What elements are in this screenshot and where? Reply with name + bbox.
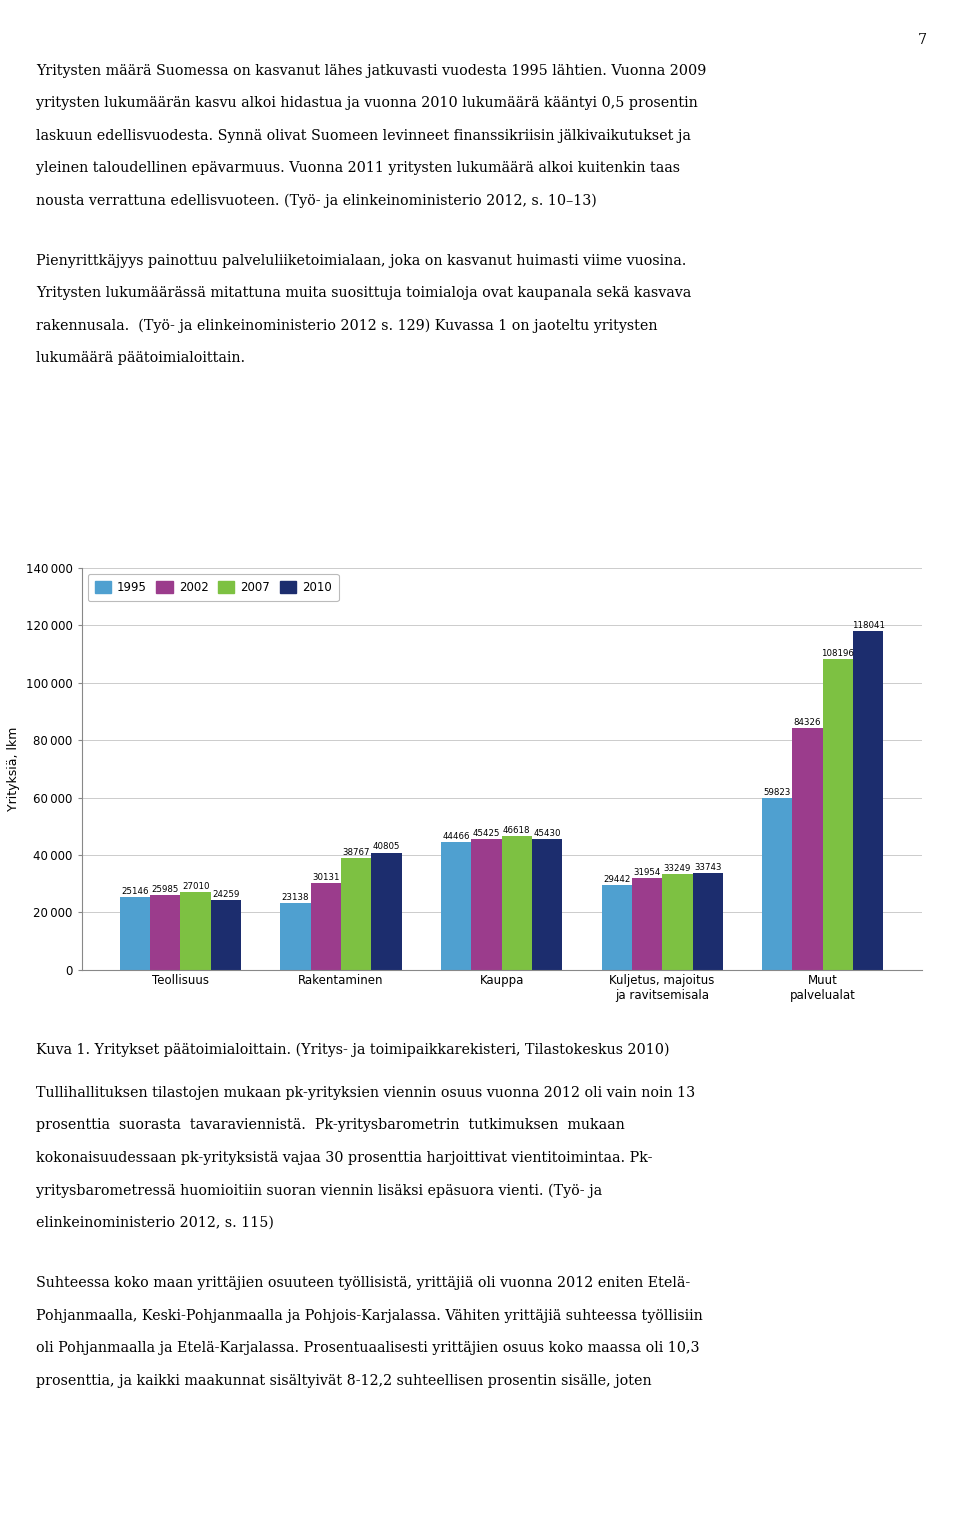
Text: oli Pohjanmaalla ja Etelä-Karjalassa. Prosentuaalisesti yrittäjien osuus koko ma: oli Pohjanmaalla ja Etelä-Karjalassa. Pr… [36, 1341, 700, 1354]
Bar [311, 883, 341, 970]
Text: 25146: 25146 [121, 888, 149, 897]
Text: Pienyrittkäjyys painottuu palveluliiketoimialaan, joka on kasvanut huimasti viim: Pienyrittkäjyys painottuu palveluliiketo… [36, 253, 686, 268]
Text: 45430: 45430 [534, 829, 561, 838]
Text: 31954: 31954 [634, 868, 660, 877]
Text: rakennusala.  (Työ- ja elinkeinoministerio 2012 s. 129) Kuvassa 1 on jaoteltu yr: rakennusala. (Työ- ja elinkeinoministeri… [36, 318, 658, 333]
Text: 27010: 27010 [181, 882, 209, 891]
Text: 84326: 84326 [794, 718, 822, 727]
Text: 33249: 33249 [663, 864, 691, 873]
Text: elinkeinoministerio 2012, s. 115): elinkeinoministerio 2012, s. 115) [36, 1217, 275, 1230]
Text: yritysbarometressä huomioitiin suoran viennin lisäksi epäsuora vienti. (Työ- ja: yritysbarometressä huomioitiin suoran vi… [36, 1183, 603, 1198]
Y-axis label: Yrityksiä, lkm: Yrityksiä, lkm [7, 727, 20, 811]
Text: 44466: 44466 [443, 832, 469, 841]
Legend: 1995, 2002, 2007, 2010: 1995, 2002, 2007, 2010 [87, 574, 339, 601]
Text: Suhteessa koko maan yrittäjien osuuteen työllisistä, yrittäjiä oli vuonna 2012 e: Suhteessa koko maan yrittäjien osuuteen … [36, 1276, 691, 1289]
Bar [792, 727, 823, 970]
Bar [211, 900, 241, 970]
Bar [341, 859, 372, 970]
Bar [501, 836, 532, 970]
Bar [532, 839, 563, 970]
Text: 59823: 59823 [763, 788, 791, 797]
Text: Pohjanmaalla, Keski-Pohjanmaalla ja Pohjois-Karjalassa. Vähiten yrittäjiä suhtee: Pohjanmaalla, Keski-Pohjanmaalla ja Pohj… [36, 1309, 704, 1323]
Bar [602, 885, 632, 970]
Text: yleinen taloudellinen epävarmuus. Vuonna 2011 yritysten lukumäärä alkoi kuitenki: yleinen taloudellinen epävarmuus. Vuonna… [36, 161, 681, 176]
Text: Yritysten lukumäärässä mitattuna muita suosittuja toimialoja ovat kaupanala sekä: Yritysten lukumäärässä mitattuna muita s… [36, 286, 692, 300]
Text: 29442: 29442 [603, 876, 631, 885]
Text: 45425: 45425 [472, 829, 500, 838]
Text: kokonaisuudessaan pk-yrityksistä vajaa 30 prosenttia harjoittivat vientitoiminta: kokonaisuudessaan pk-yrityksistä vajaa 3… [36, 1151, 653, 1165]
Bar [150, 895, 180, 970]
Bar [853, 632, 883, 970]
Bar [632, 879, 662, 970]
Text: nousta verrattuna edellisvuoteen. (Työ- ja elinkeinoministerio 2012, s. 10–13): nousta verrattuna edellisvuoteen. (Työ- … [36, 194, 597, 208]
Text: 33743: 33743 [694, 862, 721, 871]
Bar [471, 839, 501, 970]
Text: 7: 7 [917, 33, 926, 47]
Text: 23138: 23138 [282, 894, 309, 901]
Text: 108196: 108196 [822, 650, 854, 658]
Bar [823, 659, 853, 970]
Bar [441, 842, 471, 970]
Text: 25985: 25985 [152, 885, 179, 894]
Bar [662, 874, 692, 970]
Text: laskuun edellisvuodesta. Synnä olivat Suomeen levinneet finanssikriisin jälkivai: laskuun edellisvuodesta. Synnä olivat Su… [36, 129, 691, 142]
Text: 38767: 38767 [343, 848, 370, 857]
Bar [692, 873, 723, 970]
Text: Tullihallituksen tilastojen mukaan pk-yrityksien viennin osuus vuonna 2012 oli v: Tullihallituksen tilastojen mukaan pk-yr… [36, 1086, 696, 1100]
Text: lukumäärä päätoimialoittain.: lukumäärä päätoimialoittain. [36, 351, 246, 365]
Text: yritysten lukumäärän kasvu alkoi hidastua ja vuonna 2010 lukumäärä kääntyi 0,5 p: yritysten lukumäärän kasvu alkoi hidastu… [36, 97, 698, 111]
Text: Kuva 1. Yritykset päätoimialoittain. (Yritys- ja toimipaikkarekisteri, Tilastoke: Kuva 1. Yritykset päätoimialoittain. (Yr… [36, 1042, 670, 1056]
Bar [372, 853, 401, 970]
Bar [762, 798, 792, 970]
Text: prosenttia  suorasta  tavaraviennistä.  Pk-yritysbarometrin  tutkimuksen  mukaan: prosenttia suorasta tavaraviennistä. Pk-… [36, 1118, 625, 1132]
Text: Yritysten määrä Suomessa on kasvanut lähes jatkuvasti vuodesta 1995 lähtien. Vuo: Yritysten määrä Suomessa on kasvanut läh… [36, 64, 707, 77]
Bar [120, 897, 150, 970]
Text: 46618: 46618 [503, 826, 531, 835]
Text: 30131: 30131 [312, 873, 340, 882]
Text: prosenttia, ja kaikki maakunnat sisältyivät 8-12,2 suhteellisen prosentin sisäll: prosenttia, ja kaikki maakunnat sisältyi… [36, 1374, 652, 1388]
Bar [180, 892, 211, 970]
Bar [280, 903, 311, 970]
Text: 118041: 118041 [852, 621, 885, 630]
Text: 40805: 40805 [372, 842, 400, 851]
Text: 24259: 24259 [212, 889, 240, 898]
